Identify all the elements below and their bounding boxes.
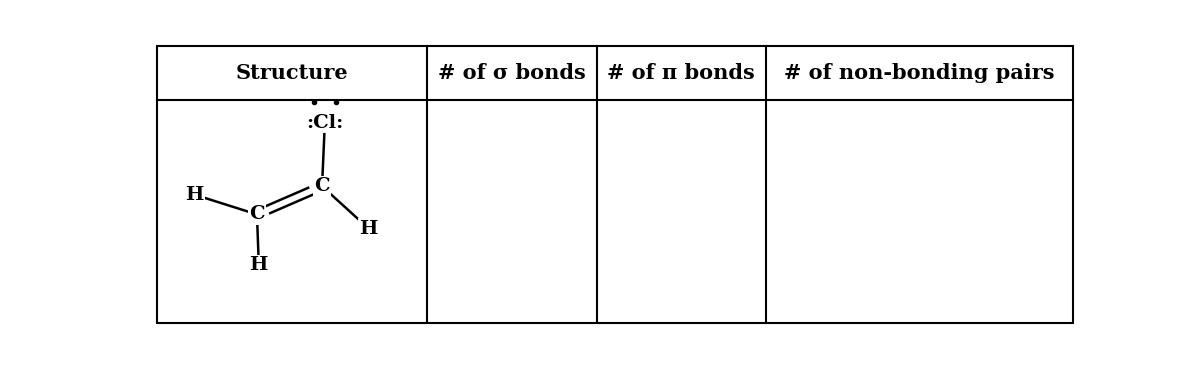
Text: C: C (314, 177, 330, 195)
Text: C: C (250, 205, 265, 223)
Text: # of non-bonding pairs: # of non-bonding pairs (784, 63, 1055, 83)
Text: :Cl:: :Cl: (306, 114, 343, 132)
Text: Structure: Structure (236, 63, 349, 83)
Text: # of σ bonds: # of σ bonds (438, 63, 586, 83)
Text: H: H (250, 256, 268, 274)
Text: H: H (359, 220, 378, 238)
Text: # of π bonds: # of π bonds (607, 63, 755, 83)
Text: H: H (186, 186, 204, 204)
